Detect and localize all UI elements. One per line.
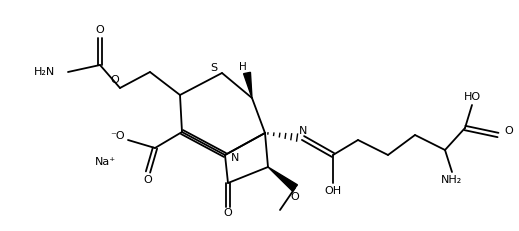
- Text: O: O: [111, 75, 119, 85]
- Text: OH: OH: [324, 186, 342, 196]
- Polygon shape: [243, 72, 252, 98]
- Text: O: O: [291, 192, 299, 202]
- Text: H: H: [239, 62, 247, 72]
- Text: O: O: [224, 208, 233, 218]
- Text: HO: HO: [463, 92, 481, 102]
- Text: O: O: [504, 126, 513, 136]
- Text: S: S: [210, 63, 217, 73]
- Text: N: N: [299, 126, 307, 136]
- Polygon shape: [268, 167, 297, 191]
- Text: H₂N: H₂N: [34, 67, 55, 77]
- Text: O: O: [144, 175, 153, 185]
- Text: O: O: [95, 25, 104, 35]
- Text: Na⁺: Na⁺: [94, 157, 116, 167]
- Text: N: N: [231, 153, 239, 163]
- Text: NH₂: NH₂: [441, 175, 462, 185]
- Text: ⁻O: ⁻O: [111, 131, 125, 141]
